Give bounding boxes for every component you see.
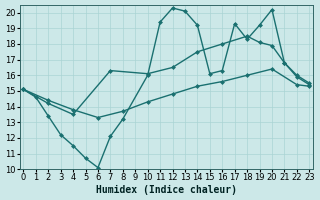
X-axis label: Humidex (Indice chaleur): Humidex (Indice chaleur) — [96, 185, 237, 195]
